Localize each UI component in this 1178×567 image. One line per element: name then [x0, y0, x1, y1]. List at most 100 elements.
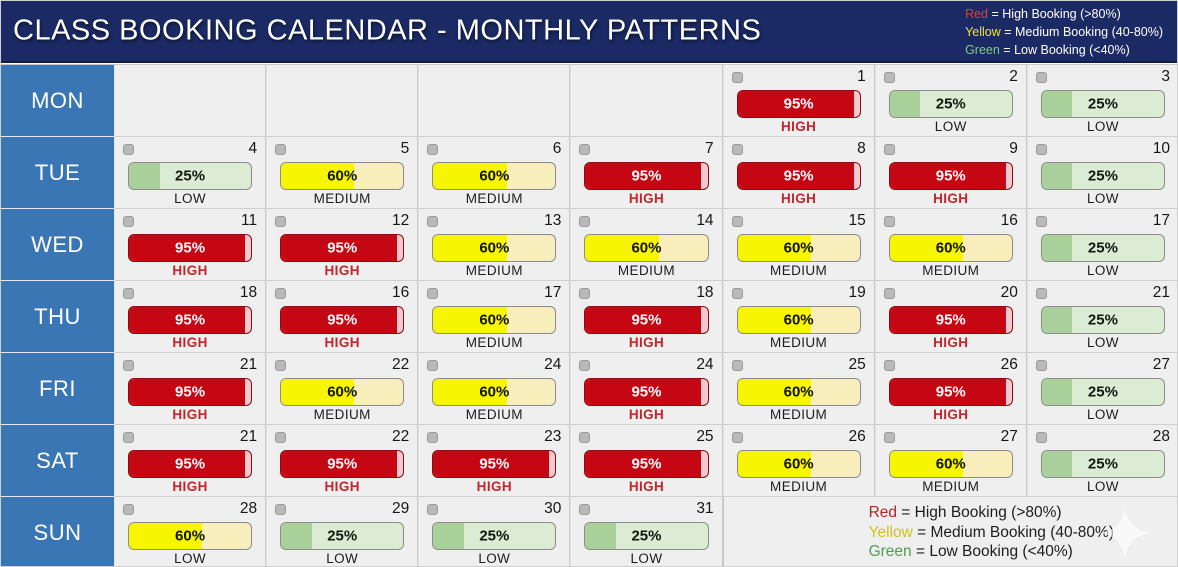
day-number: 27	[1000, 428, 1018, 445]
booking-bar: 60%	[736, 450, 861, 478]
booking-bar-fill	[281, 379, 355, 405]
checkbox-icon[interactable]	[883, 360, 895, 371]
booking-bar-fill	[433, 163, 507, 189]
booking-bar: 60%	[432, 234, 557, 262]
checkbox-icon[interactable]	[427, 288, 439, 299]
booking-bar: 95%	[736, 162, 861, 190]
checkbox-icon[interactable]	[883, 288, 895, 299]
checkbox-icon[interactable]	[579, 504, 591, 515]
day-number: 27	[1152, 356, 1170, 373]
day-number: 3	[1161, 68, 1170, 85]
checkbox-icon[interactable]	[1035, 288, 1047, 299]
checkbox-icon[interactable]	[883, 216, 895, 227]
calendar-cell-day-16: 16 60% MEDIUM	[874, 209, 1027, 281]
checkbox-icon[interactable]	[731, 288, 743, 299]
booking-bar-fill	[737, 163, 854, 189]
checkbox-icon[interactable]	[731, 144, 743, 155]
checkbox-icon[interactable]	[883, 72, 895, 83]
calendar-cell-day-6: 6 60% MEDIUM	[418, 137, 571, 209]
booking-status-label: HIGH	[933, 191, 969, 206]
booking-percent: 95%	[631, 455, 662, 473]
checkbox-icon[interactable]	[123, 504, 134, 515]
footer-legend-line: Green = Low Booking (<40%)	[868, 543, 1073, 561]
booking-bar: 25%	[432, 522, 557, 550]
booking-bar: 95%	[888, 306, 1013, 334]
checkbox-icon[interactable]	[275, 144, 287, 155]
day-number: 22	[392, 428, 410, 445]
checkbox-icon[interactable]	[275, 360, 287, 371]
booking-percent: 25%	[479, 527, 510, 545]
booking-bar: 95%	[584, 162, 709, 190]
checkbox-icon[interactable]	[579, 360, 591, 371]
checkbox-icon[interactable]	[579, 432, 591, 443]
day-number: 28	[1152, 428, 1170, 445]
checkbox-icon[interactable]	[123, 432, 134, 443]
booking-bar-fill	[585, 379, 702, 405]
calendar-cell-day-23: 23 95% HIGH	[418, 425, 571, 497]
booking-bar: 95%	[128, 306, 253, 334]
day-number: 4	[248, 140, 258, 157]
checkbox-icon[interactable]	[731, 72, 743, 83]
booking-bar-fill	[129, 307, 246, 333]
checkbox-icon[interactable]	[1035, 432, 1047, 443]
day-number: 28	[239, 500, 258, 517]
checkbox-icon[interactable]	[123, 360, 134, 371]
booking-bar: 95%	[432, 450, 557, 478]
checkbox-icon[interactable]	[1035, 72, 1047, 83]
checkbox-icon[interactable]	[275, 288, 287, 299]
booking-bar-fill	[281, 235, 398, 261]
booking-bar-fill	[129, 379, 246, 405]
checkbox-icon[interactable]	[579, 288, 591, 299]
checkbox-icon[interactable]	[427, 360, 439, 371]
checkbox-icon[interactable]	[427, 144, 439, 155]
checkbox-icon[interactable]	[1035, 360, 1047, 371]
booking-bar: 95%	[280, 450, 405, 478]
checkbox-icon[interactable]	[731, 360, 743, 371]
booking-percent: 95%	[175, 455, 206, 473]
checkbox-icon[interactable]	[427, 216, 439, 227]
checkbox-icon[interactable]	[123, 288, 134, 299]
day-number: 26	[1000, 356, 1018, 373]
calendar-cell-day-25: 25 60% MEDIUM	[722, 353, 875, 425]
booking-status-label: LOW	[174, 191, 207, 206]
checkbox-icon[interactable]	[275, 432, 287, 443]
booking-bar-fill	[585, 163, 702, 189]
booking-status-label: MEDIUM	[617, 263, 676, 278]
calendar-cell-day-26: 26 95% HIGH	[874, 353, 1027, 425]
calendar-cell-day-8: 8 95% HIGH	[722, 137, 875, 209]
booking-percent: 95%	[327, 455, 358, 473]
booking-status-label: MEDIUM	[465, 191, 523, 206]
booking-percent: 25%	[1087, 167, 1118, 185]
checkbox-icon[interactable]	[883, 144, 895, 155]
checkbox-icon[interactable]	[1035, 144, 1047, 155]
booking-bar: 60%	[888, 234, 1013, 262]
day-number: 21	[1152, 284, 1170, 301]
day-number: 17	[544, 284, 562, 301]
day-number: 25	[696, 428, 714, 445]
checkbox-icon[interactable]	[731, 216, 743, 227]
calendar-cell-day-27: 27 25% LOW	[1026, 353, 1177, 425]
checkbox-icon[interactable]	[883, 432, 895, 443]
calendar-cell-day-17: 17 60% MEDIUM	[418, 281, 571, 353]
checkbox-icon[interactable]	[427, 504, 439, 515]
booking-bar-fill	[737, 379, 811, 405]
booking-status-label: HIGH	[628, 407, 665, 422]
checkbox-icon[interactable]	[275, 504, 287, 515]
booking-status-label: MEDIUM	[313, 407, 371, 422]
booking-percent: 25%	[935, 95, 966, 113]
checkbox-icon[interactable]	[275, 216, 287, 227]
checkbox-icon[interactable]	[1035, 216, 1047, 227]
calendar-cell-day-25: 25 95% HIGH	[570, 425, 723, 497]
booking-status-label: HIGH	[780, 191, 817, 206]
checkbox-icon[interactable]	[731, 432, 743, 443]
booking-status-label: MEDIUM	[770, 479, 828, 494]
booking-status-label: HIGH	[324, 263, 360, 278]
checkbox-icon[interactable]	[427, 432, 439, 443]
booking-bar: 60%	[128, 522, 253, 550]
checkbox-icon[interactable]	[123, 144, 134, 155]
checkbox-icon[interactable]	[123, 216, 134, 227]
checkbox-icon[interactable]	[579, 144, 591, 155]
checkbox-icon[interactable]	[579, 216, 591, 227]
calendar-cell-day-29: 29 25% LOW	[266, 497, 419, 566]
legend-line-red: Red = High Booking (>80%)	[965, 7, 1121, 21]
